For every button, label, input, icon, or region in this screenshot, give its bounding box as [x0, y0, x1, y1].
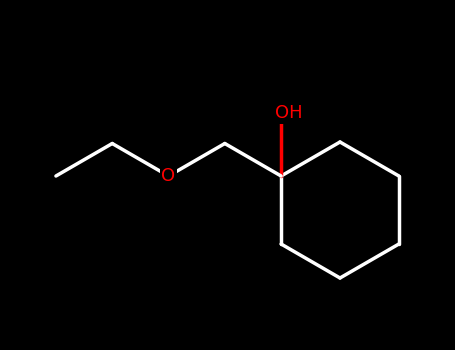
Text: OH: OH: [275, 104, 303, 122]
Text: O: O: [162, 167, 176, 185]
